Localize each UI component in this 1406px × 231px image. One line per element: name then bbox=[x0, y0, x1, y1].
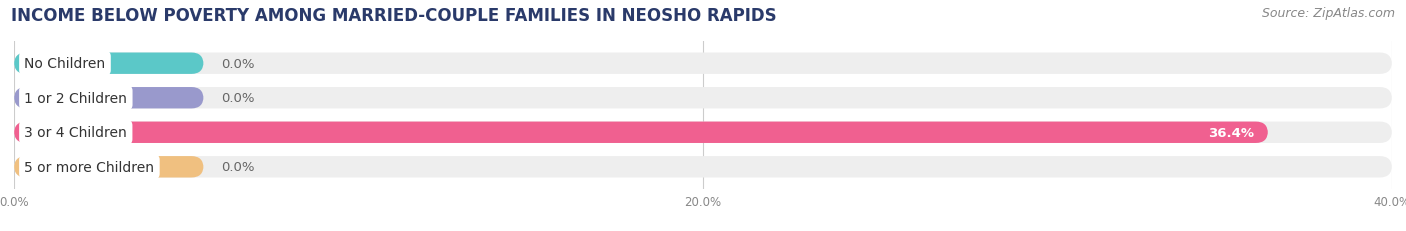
Text: 3 or 4 Children: 3 or 4 Children bbox=[24, 126, 127, 140]
Text: 1 or 2 Children: 1 or 2 Children bbox=[24, 91, 128, 105]
Text: 36.4%: 36.4% bbox=[1208, 126, 1254, 139]
Text: Source: ZipAtlas.com: Source: ZipAtlas.com bbox=[1261, 7, 1395, 20]
FancyBboxPatch shape bbox=[14, 88, 1392, 109]
Text: No Children: No Children bbox=[24, 57, 105, 71]
Text: 0.0%: 0.0% bbox=[221, 161, 254, 173]
FancyBboxPatch shape bbox=[14, 122, 1268, 143]
Text: INCOME BELOW POVERTY AMONG MARRIED-COUPLE FAMILIES IN NEOSHO RAPIDS: INCOME BELOW POVERTY AMONG MARRIED-COUPL… bbox=[11, 7, 778, 25]
Text: 0.0%: 0.0% bbox=[221, 58, 254, 70]
Text: 0.0%: 0.0% bbox=[221, 92, 254, 105]
Text: 5 or more Children: 5 or more Children bbox=[24, 160, 155, 174]
FancyBboxPatch shape bbox=[14, 88, 204, 109]
FancyBboxPatch shape bbox=[14, 53, 1392, 75]
FancyBboxPatch shape bbox=[14, 156, 204, 178]
FancyBboxPatch shape bbox=[14, 122, 1392, 143]
FancyBboxPatch shape bbox=[14, 53, 204, 75]
FancyBboxPatch shape bbox=[14, 156, 1392, 178]
